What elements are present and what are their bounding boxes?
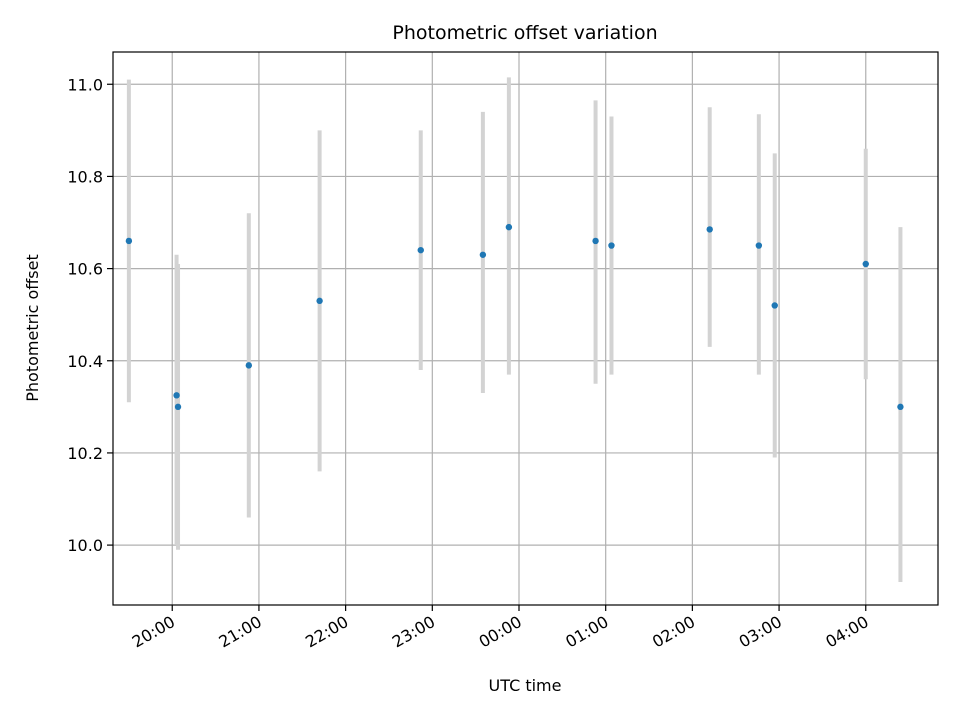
y-tick-label: 10.2 xyxy=(67,444,103,463)
chart-title: Photometric offset variation xyxy=(392,22,657,44)
data-point xyxy=(245,362,253,369)
y-tick-label: 10.6 xyxy=(67,260,103,279)
y-axis: 10.0 10.2 10.4 10.6 10.8 11.0 xyxy=(67,75,113,555)
data-point xyxy=(505,223,513,231)
y-axis-title: Photometric offset xyxy=(23,254,42,402)
data-point xyxy=(897,403,904,411)
x-axis-title: UTC time xyxy=(489,676,562,695)
data-point xyxy=(592,237,599,245)
data-points xyxy=(125,223,904,411)
data-point xyxy=(608,242,615,249)
data-point xyxy=(316,297,323,305)
y-tick-label: 10.4 xyxy=(67,352,103,371)
data-point xyxy=(479,251,487,258)
data-point xyxy=(706,226,713,233)
data-point xyxy=(125,237,133,245)
y-tick-label: 11.0 xyxy=(67,75,103,94)
y-tick-label: 10.8 xyxy=(67,167,103,186)
data-point xyxy=(417,246,424,254)
data-point xyxy=(755,242,763,249)
y-tick-label: 10.0 xyxy=(67,536,103,555)
data-point xyxy=(174,403,182,411)
data-point xyxy=(862,260,869,268)
plot-area-frame xyxy=(112,51,939,606)
data-point xyxy=(173,392,180,399)
data-point xyxy=(771,302,778,309)
